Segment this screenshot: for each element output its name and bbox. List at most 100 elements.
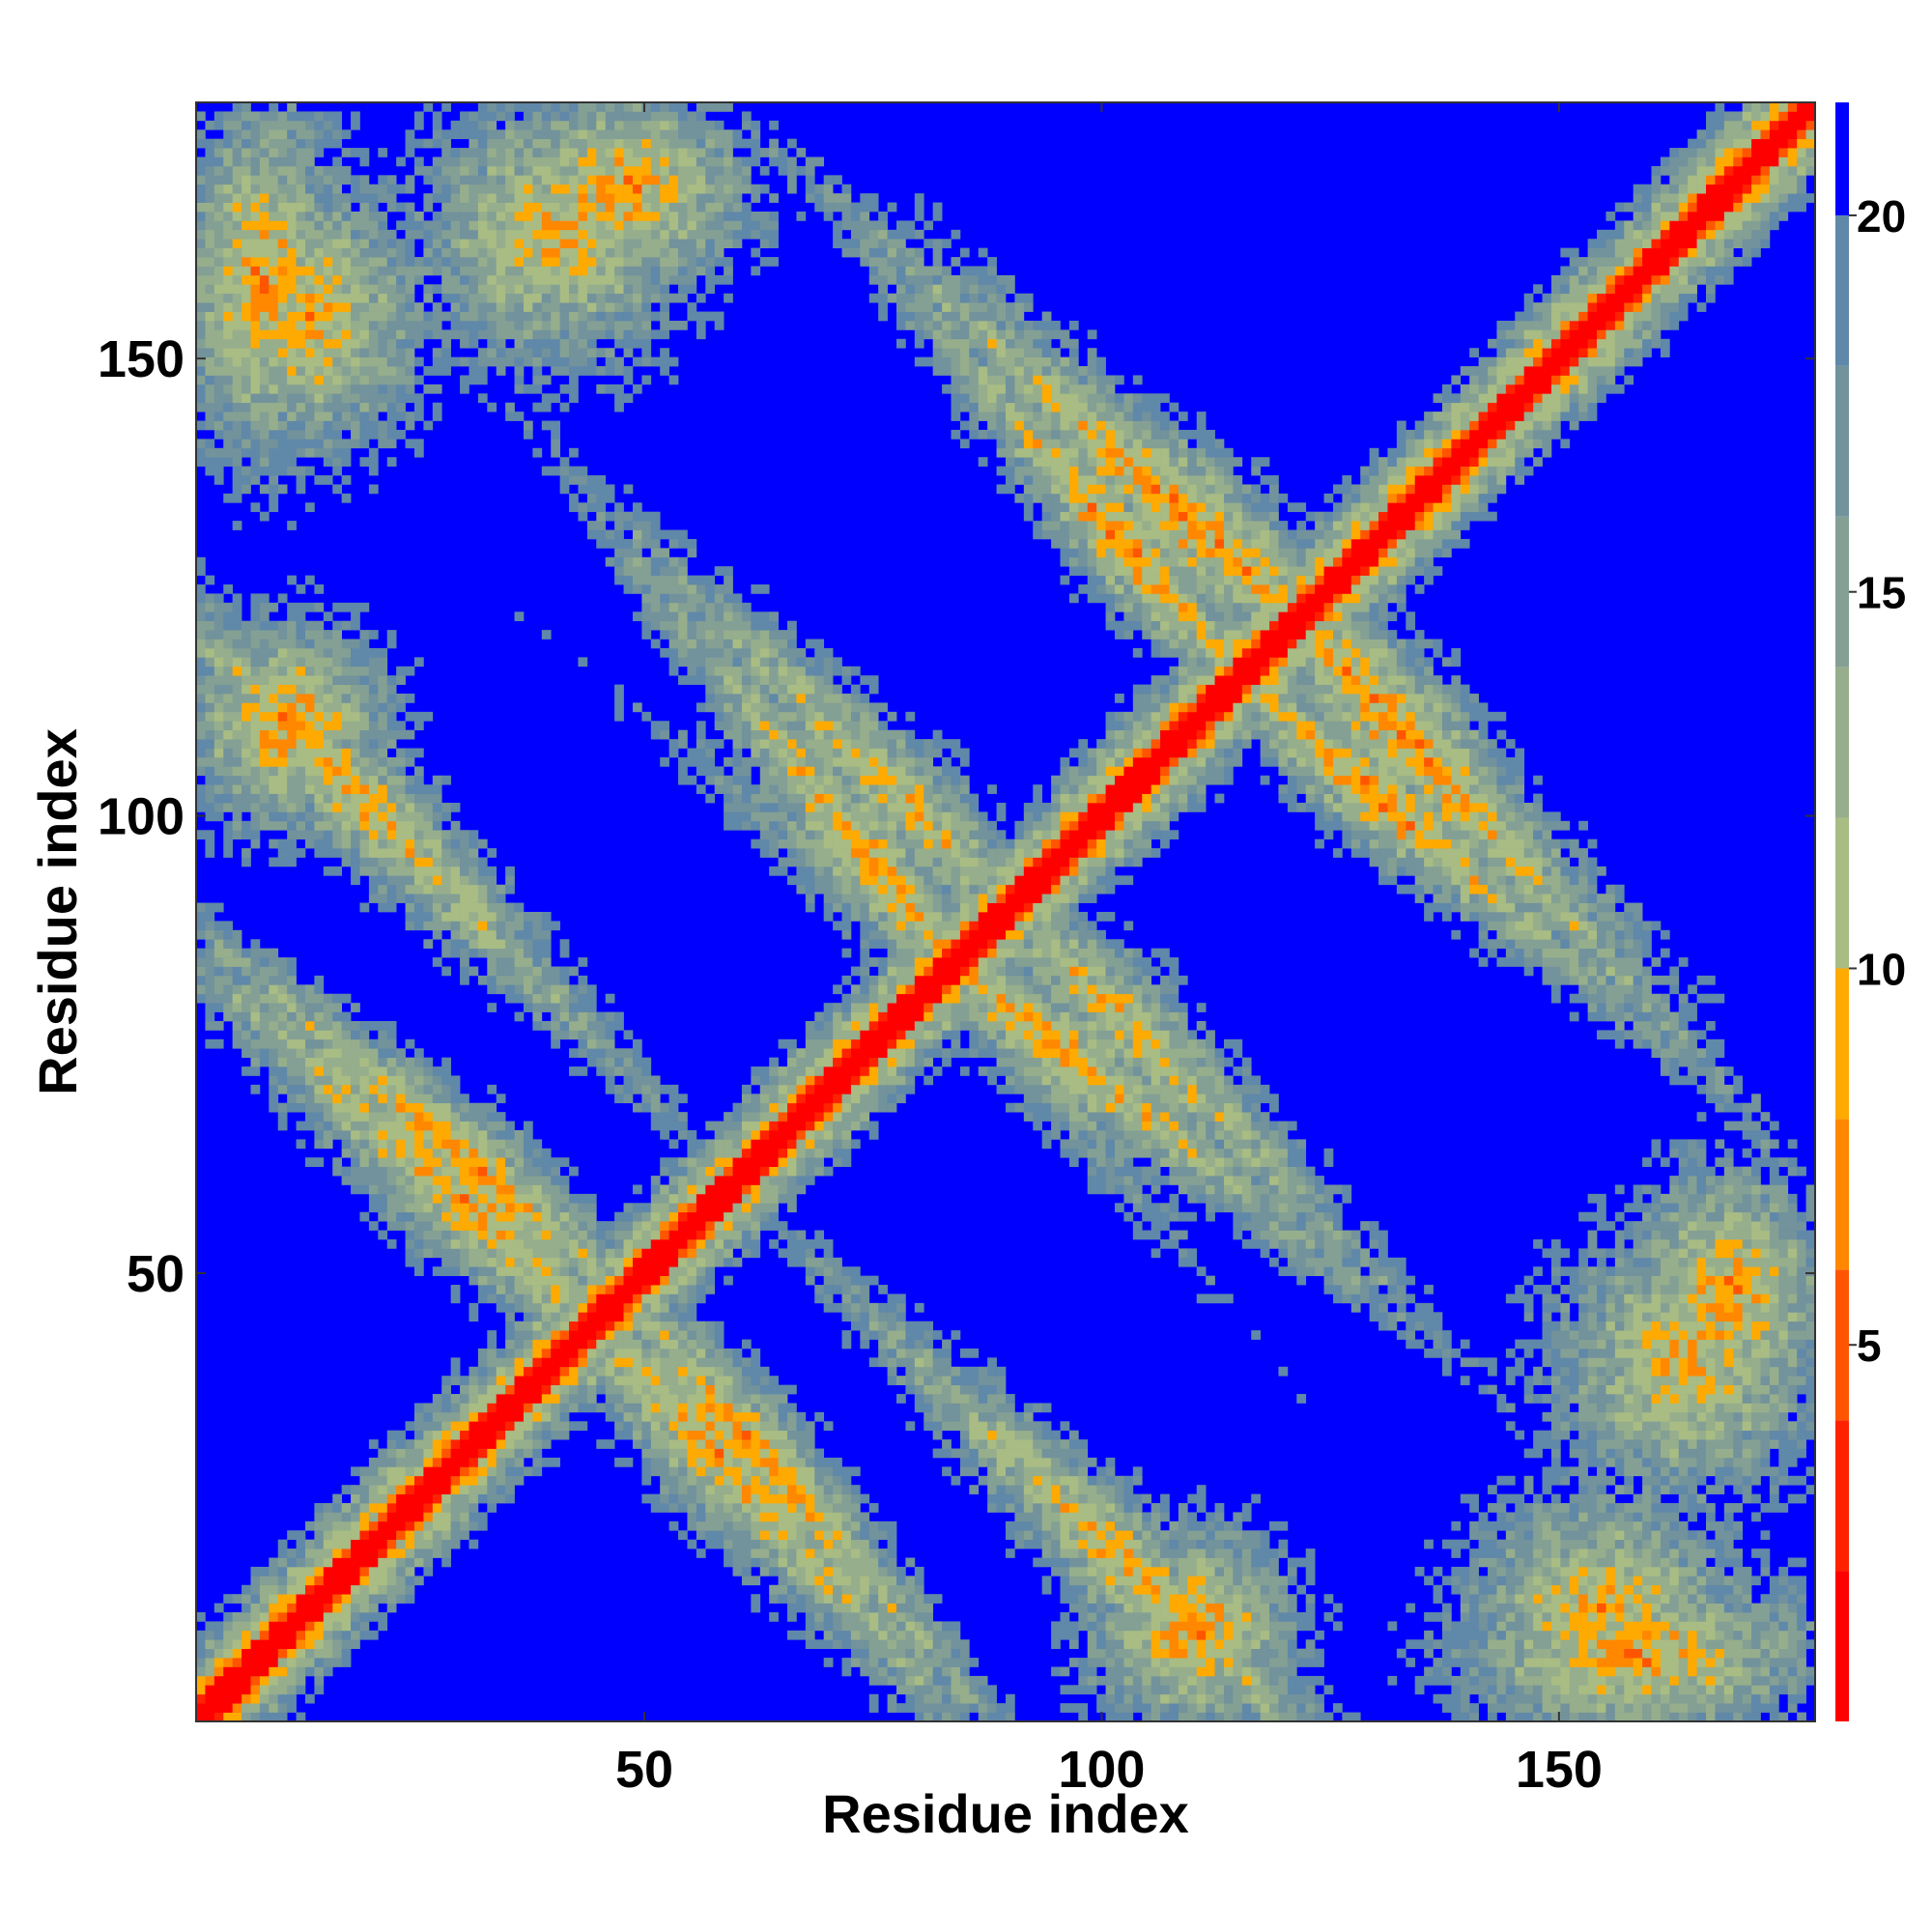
heatmap-cell xyxy=(432,1493,442,1504)
heatmap-cell xyxy=(487,1266,497,1276)
heatmap-cell xyxy=(650,1238,661,1249)
heatmap-cell xyxy=(232,165,242,176)
heatmap-cell xyxy=(296,1639,306,1650)
heatmap-cell xyxy=(551,1184,560,1195)
heatmap-cell xyxy=(586,302,597,312)
heatmap-cell xyxy=(242,1621,251,1632)
heatmap-cell xyxy=(413,302,424,312)
heatmap-cell xyxy=(660,1466,669,1477)
heatmap-cell xyxy=(578,975,588,985)
heatmap-cell xyxy=(450,1148,461,1158)
heatmap-cell xyxy=(586,138,597,149)
heatmap-cell xyxy=(641,538,652,549)
heatmap-cell xyxy=(696,1366,706,1377)
heatmap-cell xyxy=(413,1576,424,1586)
heatmap-cell xyxy=(223,338,234,349)
heatmap-cell xyxy=(304,830,315,840)
heatmap-cell xyxy=(469,1403,479,1413)
heatmap-cell xyxy=(242,412,251,421)
heatmap-cell xyxy=(287,975,297,985)
heatmap-cell xyxy=(232,630,242,639)
heatmap-cell xyxy=(705,1530,716,1541)
heatmap-cell xyxy=(287,657,297,668)
heatmap-cell xyxy=(296,138,306,149)
heatmap-cell xyxy=(514,1211,525,1222)
heatmap-cell xyxy=(405,1557,415,1568)
heatmap-cell xyxy=(396,694,406,703)
heatmap-cell xyxy=(641,120,652,130)
heatmap-cell xyxy=(277,375,288,385)
heatmap-cell xyxy=(596,148,607,157)
heatmap-cell xyxy=(668,184,679,194)
heatmap-cell xyxy=(405,912,415,922)
heatmap-cell xyxy=(386,1066,397,1076)
heatmap-cell xyxy=(242,120,251,130)
heatmap-cell xyxy=(359,793,370,804)
heatmap-cell xyxy=(532,1238,543,1249)
heatmap-cell xyxy=(323,1520,333,1531)
heatmap-cell xyxy=(196,611,206,622)
heatmap-cell xyxy=(441,884,451,895)
heatmap-cell xyxy=(405,784,415,794)
heatmap-cell xyxy=(386,1157,397,1167)
heatmap-cell xyxy=(432,902,442,913)
heatmap-cell xyxy=(287,329,297,340)
heatmap-cell xyxy=(269,138,279,149)
heatmap-cell xyxy=(505,1293,515,1304)
heatmap-cell xyxy=(586,165,597,176)
heatmap-cell xyxy=(250,338,261,349)
heatmap-cell xyxy=(460,320,469,330)
heatmap-cell xyxy=(432,229,442,240)
heatmap-cell xyxy=(332,302,343,312)
heatmap-cell xyxy=(405,1129,415,1140)
heatmap-cell xyxy=(541,929,552,940)
heatmap-cell xyxy=(696,148,706,157)
heatmap-cell xyxy=(323,475,333,485)
heatmap-cell xyxy=(541,311,552,322)
heatmap-cell xyxy=(432,211,442,221)
heatmap-cell xyxy=(196,602,206,612)
heatmap-cell xyxy=(523,384,533,394)
heatmap-cell xyxy=(423,1475,434,1486)
heatmap-cell xyxy=(332,784,343,794)
heatmap-cell xyxy=(323,1102,333,1113)
heatmap-cell xyxy=(351,293,360,303)
heatmap-cell xyxy=(551,111,560,122)
heatmap-cell xyxy=(477,1439,488,1449)
heatmap-cell xyxy=(378,1075,388,1086)
heatmap-cell xyxy=(196,1658,206,1667)
heatmap-cell xyxy=(277,729,288,740)
heatmap-cell xyxy=(514,1348,525,1358)
heatmap-cell xyxy=(242,239,251,249)
heatmap-cell xyxy=(332,748,343,758)
heatmap-cell xyxy=(405,184,415,194)
heatmap-cell xyxy=(496,239,506,249)
heatmap-cell xyxy=(432,156,442,167)
heatmap-cell xyxy=(650,1466,661,1477)
heatmap-cell xyxy=(632,1230,642,1240)
heatmap-cell xyxy=(304,748,315,758)
heatmap-cell xyxy=(287,838,297,849)
heatmap-cell xyxy=(578,329,588,340)
heatmap-cell xyxy=(196,830,206,840)
heatmap-cell xyxy=(432,1548,442,1558)
heatmap-cell xyxy=(277,302,288,312)
heatmap-cell xyxy=(332,1503,343,1513)
heatmap-cell xyxy=(332,156,343,167)
heatmap-cell xyxy=(396,894,406,903)
heatmap-cell xyxy=(541,293,552,303)
heatmap-cell xyxy=(605,148,615,157)
heatmap-cell xyxy=(287,348,297,357)
heatmap-cell xyxy=(368,338,379,349)
heatmap-cell xyxy=(213,657,224,668)
heatmap-cell xyxy=(296,1712,306,1722)
heatmap-cell xyxy=(605,239,615,249)
heatmap-cell xyxy=(569,1020,579,1031)
heatmap-cell xyxy=(460,1238,469,1249)
heatmap-cell xyxy=(277,766,288,777)
heatmap-cell xyxy=(386,775,397,785)
heatmap-cell xyxy=(250,775,261,785)
heatmap-cell xyxy=(423,1193,434,1204)
heatmap-cell xyxy=(650,129,661,140)
heatmap-cell xyxy=(205,211,215,221)
